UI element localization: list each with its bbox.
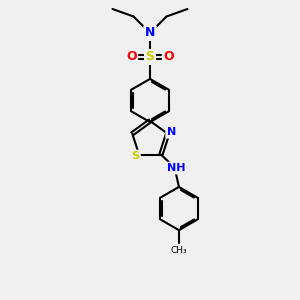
Text: NH: NH xyxy=(167,163,185,173)
Text: O: O xyxy=(126,50,137,64)
Text: S: S xyxy=(131,151,140,161)
Text: N: N xyxy=(145,26,155,40)
Text: CH₃: CH₃ xyxy=(171,246,187,255)
Text: O: O xyxy=(163,50,174,64)
Text: S: S xyxy=(146,50,154,64)
Text: N: N xyxy=(167,127,176,137)
